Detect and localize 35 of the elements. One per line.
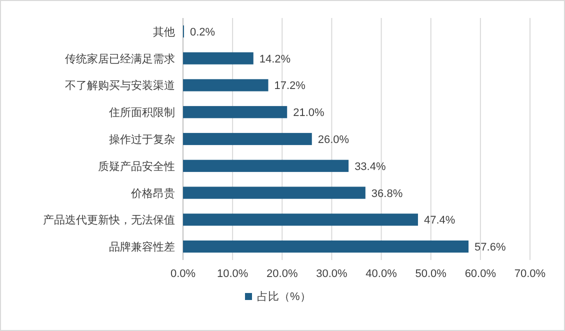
bar bbox=[183, 214, 418, 226]
data-label: 57.6% bbox=[474, 242, 506, 254]
bar bbox=[183, 132, 312, 146]
data-label: 14.2% bbox=[259, 53, 291, 66]
y-tick-label: 价格昂贵 bbox=[130, 186, 175, 200]
bar bbox=[183, 79, 268, 92]
x-tick-label: 70.0% bbox=[514, 268, 546, 280]
y-tick-label: 传统家居已经满足需求 bbox=[65, 52, 175, 66]
x-tick-label: 50.0% bbox=[415, 268, 447, 280]
data-label: 0.2% bbox=[190, 26, 216, 38]
y-tick-label: 质疑产品安全性 bbox=[98, 160, 175, 173]
bar bbox=[183, 52, 254, 64]
legend-label: 占比（%） bbox=[257, 290, 311, 303]
data-label: 21.0% bbox=[293, 107, 325, 120]
bar bbox=[183, 160, 349, 172]
bar bbox=[183, 186, 366, 199]
x-tick-label: 10.0% bbox=[216, 268, 248, 280]
x-tick-label: 40.0% bbox=[366, 268, 398, 280]
x-tick-label: 60.0% bbox=[464, 268, 496, 280]
x-tick-label: 0.0% bbox=[170, 268, 196, 280]
y-tick-label: 住所面积限制 bbox=[109, 106, 175, 120]
x-tick-label: 20.0% bbox=[266, 268, 298, 280]
data-label: 47.4% bbox=[424, 214, 456, 227]
data-label: 17.2% bbox=[274, 80, 306, 92]
y-tick-label: 操作过于复杂 bbox=[109, 133, 175, 146]
data-label: 36.8% bbox=[371, 188, 403, 200]
y-tick-label: 不了解购买与安装渠道 bbox=[65, 79, 175, 92]
data-label: 33.4% bbox=[354, 160, 386, 173]
y-tick-label: 其他 bbox=[153, 25, 175, 38]
y-tick-label: 品牌兼容性差 bbox=[109, 240, 175, 254]
y-tick-label: 产品迭代更新快，无法保值 bbox=[43, 214, 175, 227]
data-label: 26.0% bbox=[318, 134, 350, 146]
bar bbox=[183, 240, 469, 253]
bar bbox=[183, 106, 288, 118]
x-tick-label: 30.0% bbox=[316, 268, 348, 280]
